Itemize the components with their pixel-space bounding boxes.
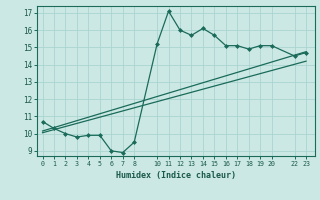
- X-axis label: Humidex (Indice chaleur): Humidex (Indice chaleur): [116, 171, 236, 180]
